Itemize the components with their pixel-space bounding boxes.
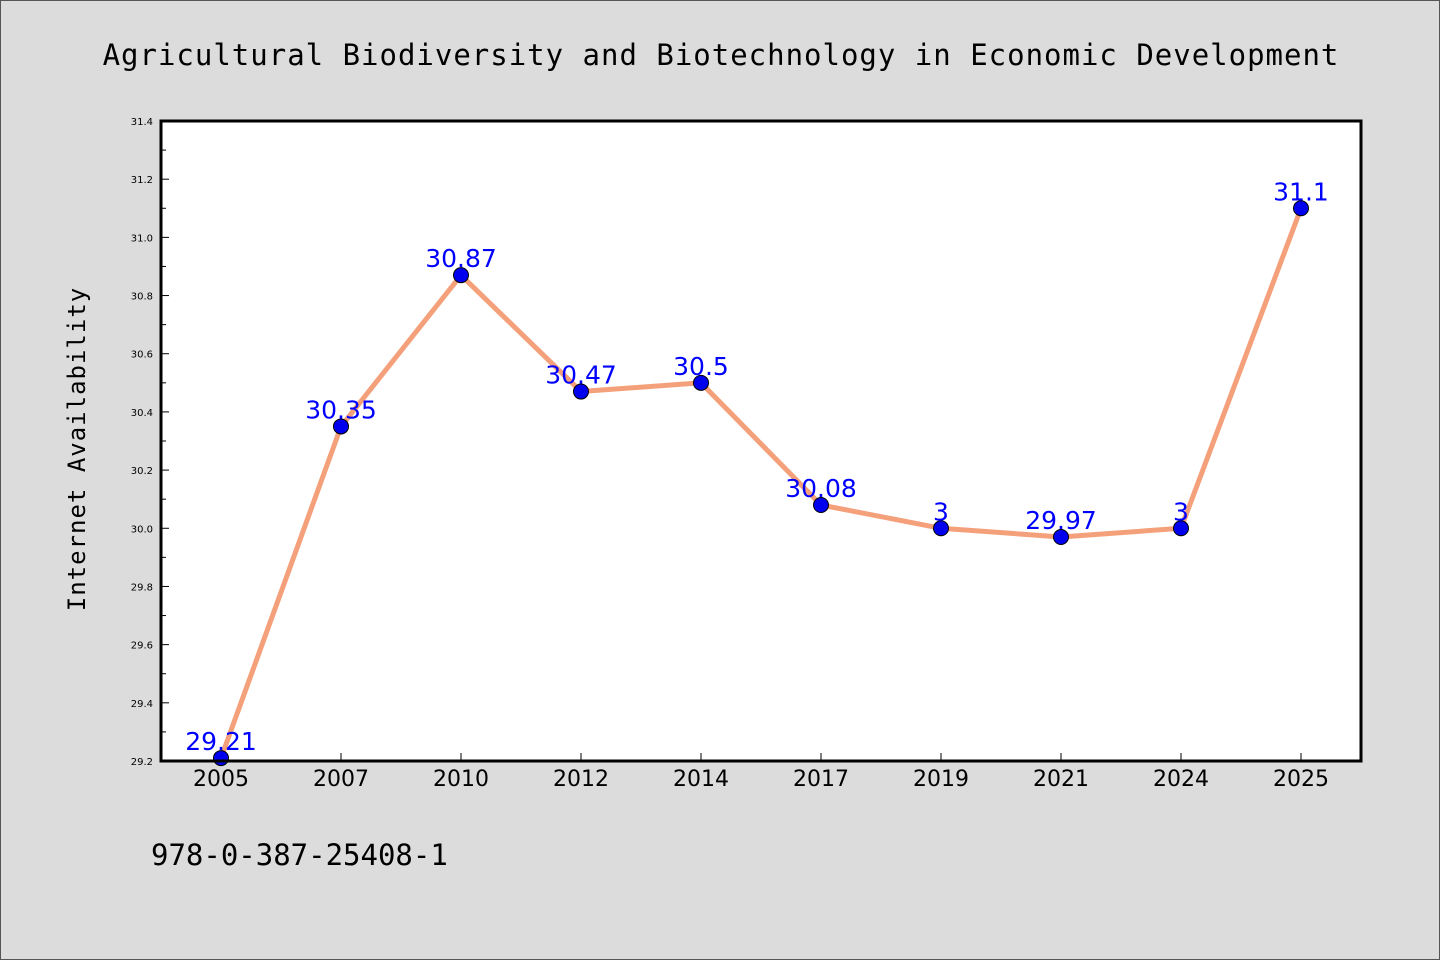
y-tick-label: 29.8 xyxy=(131,582,153,593)
data-point-label: 30.35 xyxy=(305,395,377,424)
x-tick-label: 2012 xyxy=(553,767,609,792)
y-tick-label: 29.2 xyxy=(131,757,153,768)
y-tick-label: 31.0 xyxy=(131,233,153,244)
y-tick-label: 30.8 xyxy=(131,292,153,303)
data-point-marker xyxy=(693,374,709,391)
y-tick-label: 31.2 xyxy=(131,175,153,186)
chart-title: Agricultural Biodiversity and Biotechnol… xyxy=(103,38,1340,72)
data-point-marker xyxy=(813,497,829,513)
data-point-label: 30.47 xyxy=(545,361,617,390)
data-point-label: 29.21 xyxy=(185,727,257,756)
data-point-marker xyxy=(933,520,949,537)
data-point-marker xyxy=(1173,520,1189,537)
data-point-label: 29.97 xyxy=(1025,506,1097,535)
plot-frame xyxy=(159,119,1363,763)
series-line xyxy=(218,205,1304,761)
x-tick-label: 2019 xyxy=(913,767,969,792)
isbn-caption: 978-0-387-25408-1 xyxy=(151,838,448,872)
data-point-label: 30.5 xyxy=(673,352,729,381)
data-point-label: 30.08 xyxy=(785,474,857,503)
x-tick-label: 2024 xyxy=(1153,767,1209,792)
data-point-label: 3 xyxy=(1173,497,1189,526)
y-tick-label: 31.4 xyxy=(131,117,153,128)
y-tick-label: 29.6 xyxy=(131,641,153,652)
x-tick-label: 2025 xyxy=(1273,767,1329,792)
y-tick-label: 29.4 xyxy=(131,699,153,710)
data-point-marker xyxy=(333,418,349,435)
data-point-label: 3 xyxy=(933,497,949,526)
y-tick-label: 30.4 xyxy=(131,408,153,419)
y-axis-label: Internet Availability xyxy=(63,287,91,611)
y-tick-label: 30.2 xyxy=(131,466,153,477)
data-labels: 29.21 30.35 30.87 30.47 30.5 30.08 3 29.97 3 31.1 xyxy=(185,177,1329,756)
x-tick-label: 2017 xyxy=(793,767,849,792)
y-tick-label: 30.6 xyxy=(131,350,153,361)
data-point-marker xyxy=(1053,529,1069,545)
x-tick-label: 2010 xyxy=(433,767,489,792)
data-point-marker xyxy=(453,267,469,284)
x-tick-label: 2014 xyxy=(673,767,729,792)
data-point-label: 31.1 xyxy=(1273,177,1329,206)
y-tick-label: 30.0 xyxy=(131,524,153,535)
x-tick-label: 2005 xyxy=(193,767,249,792)
x-tick-label: 2007 xyxy=(313,767,369,792)
data-point-marker xyxy=(1293,200,1309,217)
data-point-marker xyxy=(573,383,589,400)
x-tick-label: 2021 xyxy=(1033,767,1089,792)
data-point-label: 30.87 xyxy=(425,244,497,273)
x-axis-ticks: 2005 2007 2010 2012 2014 2017 2019 2021 2024 2025 xyxy=(193,753,1329,792)
